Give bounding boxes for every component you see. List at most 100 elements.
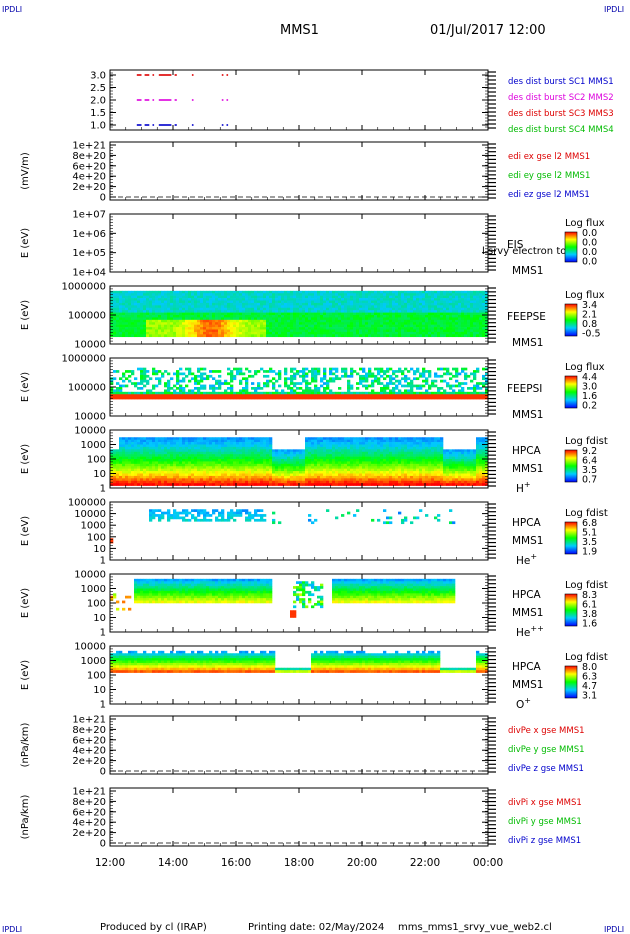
instrument-label: FEEPSI — [507, 383, 542, 395]
y-tick-label: 1000000 — [61, 354, 106, 365]
legend-entry: divPi z gse MMS1 — [508, 836, 581, 846]
colorbar-label: 0.2 — [582, 401, 597, 412]
footer-printing-date: Printing date: 02/May/2024 — [248, 922, 384, 933]
panel-frame — [109, 715, 489, 775]
panel-feepse: 1000000 100000 10000 E (eV) FEEPSE MMS1 Log fl… — [20, 282, 605, 351]
colorbar-label: 0.0 — [582, 228, 597, 239]
y-tick-label: 2e+20 — [72, 828, 106, 839]
spacecraft-label: MMS1 — [512, 409, 543, 421]
colorbar-label: 6.8 — [582, 518, 597, 529]
y-tick-label: 2.5 — [90, 83, 106, 94]
colorbar-label: 0.0 — [582, 247, 597, 258]
y-tick-label: 100000 — [68, 498, 106, 509]
colorbar-label: 3.5 — [582, 537, 597, 548]
legend-entry: des dist burst SC1 MMS1 — [508, 77, 614, 87]
y-axis-label: (mV/m) — [20, 152, 31, 190]
panel-note: l srvy electron to — [482, 246, 566, 257]
panel-feepsi: 1000000 100000 10000 E (eV) FEEPSI MMS1 Log fl… — [20, 354, 605, 423]
y-tick-label: 100000 — [68, 383, 106, 394]
y-axis-label: E (eV) — [20, 228, 31, 258]
burst-flag-0-7 — [226, 74, 229, 76]
colorbar-label: 3.0 — [582, 382, 597, 393]
colorbar-label: -0.5 — [582, 329, 601, 340]
legend-entry: des dist burst SC4 MMS4 — [508, 125, 614, 135]
x-tick-label: 12:00 — [95, 857, 125, 869]
y-tick-label: 1e+21 — [72, 715, 106, 726]
burst-flag-2-7 — [226, 124, 229, 126]
y-tick-label: 10 — [93, 685, 106, 696]
burst-flag-0-3 — [158, 74, 172, 76]
y-tick-label: 100 — [87, 671, 106, 682]
panel-eis: 1e+07 1e+06 1e+05 1e+04 E (eV) EIS MMS1 l srvy … — [20, 210, 605, 279]
species-label: He++ — [516, 624, 544, 639]
y-tick-label: 100 — [87, 532, 106, 543]
burst-flag-2-6 — [221, 124, 224, 126]
y-tick-label: 10000 — [74, 426, 106, 437]
x-tick-label: 00:00 — [473, 857, 503, 869]
y-tick-label: 10 — [93, 544, 106, 555]
species-label: O+ — [516, 696, 531, 711]
y-axis-label: E (eV) — [20, 372, 31, 402]
burst-flag-1-1 — [144, 99, 150, 101]
spacecraft-label: MMS1 — [512, 337, 543, 349]
colorbar-label: 0.8 — [582, 319, 597, 330]
spectrogram-hpca-hepp — [110, 578, 456, 618]
corner-label-bl: IPDLI — [2, 925, 22, 934]
burst-flag-0-0 — [136, 74, 142, 76]
spectrogram-hpca-h — [110, 437, 489, 486]
spectrogram-feepsi — [110, 367, 489, 400]
header-mission: MMS1 — [280, 23, 319, 38]
species-label: He+ — [516, 552, 537, 567]
x-tick-label: 16:00 — [221, 857, 251, 869]
colorbar-label: 9.2 — [582, 446, 597, 457]
panel-burst: 3.02.5 2.01.5 1.0 des dist burst SC1 MMS1 de… — [90, 69, 614, 135]
instrument-label: HPCA — [512, 517, 542, 529]
legend-entry: des dist burst SC2 MMS2 — [508, 93, 614, 103]
colorbar-title: Log flux — [565, 290, 605, 301]
colorbar-label: 6.3 — [582, 672, 597, 683]
y-axis-label: E (eV) — [20, 516, 31, 546]
colorbar-title: Log fdist — [565, 652, 608, 663]
y-tick-label: 6e+20 — [72, 735, 106, 746]
colorbar-label: 0.0 — [582, 257, 597, 268]
colorbar-title: Log flux — [565, 362, 605, 373]
y-tick-label: 1 — [100, 484, 106, 495]
y-tick-label: 10000 — [74, 340, 106, 351]
colorbar-label: 8.0 — [582, 662, 597, 673]
y-tick-label: 1e+04 — [72, 268, 106, 279]
y-tick-label: 1000 — [81, 584, 106, 595]
burst-flag-2-5 — [191, 124, 194, 126]
y-tick-label: 10000 — [74, 509, 106, 520]
footer-file: mms_mms1_srvy_vue_web2.cl — [398, 922, 552, 933]
colorbar — [564, 231, 578, 263]
colorbar-label: 6.1 — [582, 600, 597, 611]
x-tick-label: 22:00 — [410, 857, 440, 869]
burst-flag-1-7 — [226, 99, 229, 101]
colorbar-label: 1.6 — [582, 391, 597, 402]
colorbar — [564, 665, 578, 699]
y-tick-label: 10000 — [74, 570, 106, 581]
y-tick-label: 4e+20 — [72, 818, 106, 829]
y-tick-label: 10 — [93, 469, 106, 480]
y-tick-label: 6e+20 — [72, 161, 106, 172]
colorbar-label: 3.4 — [582, 300, 597, 311]
burst-flag-2-1 — [144, 124, 150, 126]
panel-frame — [109, 213, 489, 273]
burst-flag-0-5 — [191, 74, 194, 76]
colorbar-label: 0.7 — [582, 475, 597, 486]
y-tick-label: 100000 — [68, 311, 106, 322]
colorbar — [564, 593, 578, 627]
spacecraft-label: MMS1 — [512, 265, 543, 277]
legend-entry: divPi y gse MMS1 — [508, 817, 582, 827]
colorbar-label: 6.4 — [582, 456, 597, 467]
time-axis: 12:00 14:00 16:00 18:00 20:00 22:00 00:00 — [95, 70, 503, 869]
y-tick-label: 1000 — [81, 440, 106, 451]
y-tick-label: 8e+20 — [72, 797, 106, 808]
colorbar-label: 1.9 — [582, 547, 597, 558]
colorbar — [564, 521, 578, 555]
